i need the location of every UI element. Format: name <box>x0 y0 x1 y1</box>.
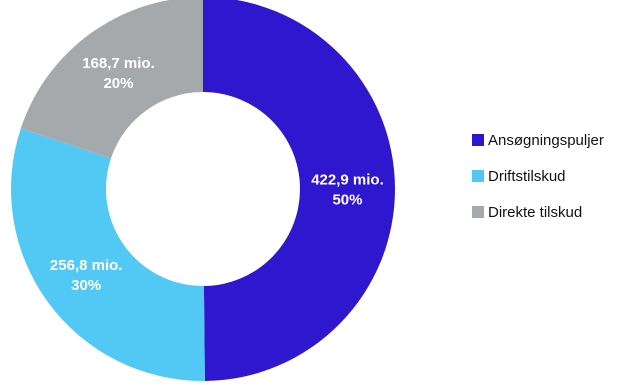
legend-item-2: Direkte tilskud <box>472 204 582 221</box>
slice-value-label-1: 256,8 mio. <box>50 257 123 274</box>
legend-swatch-0 <box>472 134 484 146</box>
slice-labels: 422,9 mio. 50% 256,8 mio. 30% 168,7 mio. 20% <box>50 55 384 294</box>
legend-item-1: Driftstilskud <box>472 168 566 185</box>
legend-label-1: Driftstilskud <box>488 168 566 185</box>
legend-swatch-1 <box>472 170 484 182</box>
slice-value-label-0: 422,9 mio. <box>311 171 384 188</box>
donut-slice-0 <box>203 0 395 381</box>
legend-label-2: Direkte tilskud <box>488 204 582 221</box>
donut-slice-1 <box>11 128 205 381</box>
slice-percent-label-2: 20% <box>103 75 133 92</box>
chart-legend: Ansøgningspuljer Driftstilskud Direkte til… <box>472 132 604 221</box>
slice-label-0: 422,9 mio. 50% <box>311 171 384 208</box>
legend-swatch-2 <box>472 206 484 218</box>
donut-slices <box>11 0 395 381</box>
slice-percent-label-0: 50% <box>332 191 362 208</box>
slice-percent-label-1: 30% <box>71 277 101 294</box>
slice-value-label-2: 168,7 mio. <box>82 55 155 72</box>
donut-slice-2 <box>20 0 203 159</box>
legend-label-0: Ansøgningspuljer <box>488 132 604 149</box>
legend-item-0: Ansøgningspuljer <box>472 132 604 149</box>
slice-label-1: 256,8 mio. 30% <box>50 257 123 294</box>
slice-label-2: 168,7 mio. 20% <box>82 55 155 92</box>
